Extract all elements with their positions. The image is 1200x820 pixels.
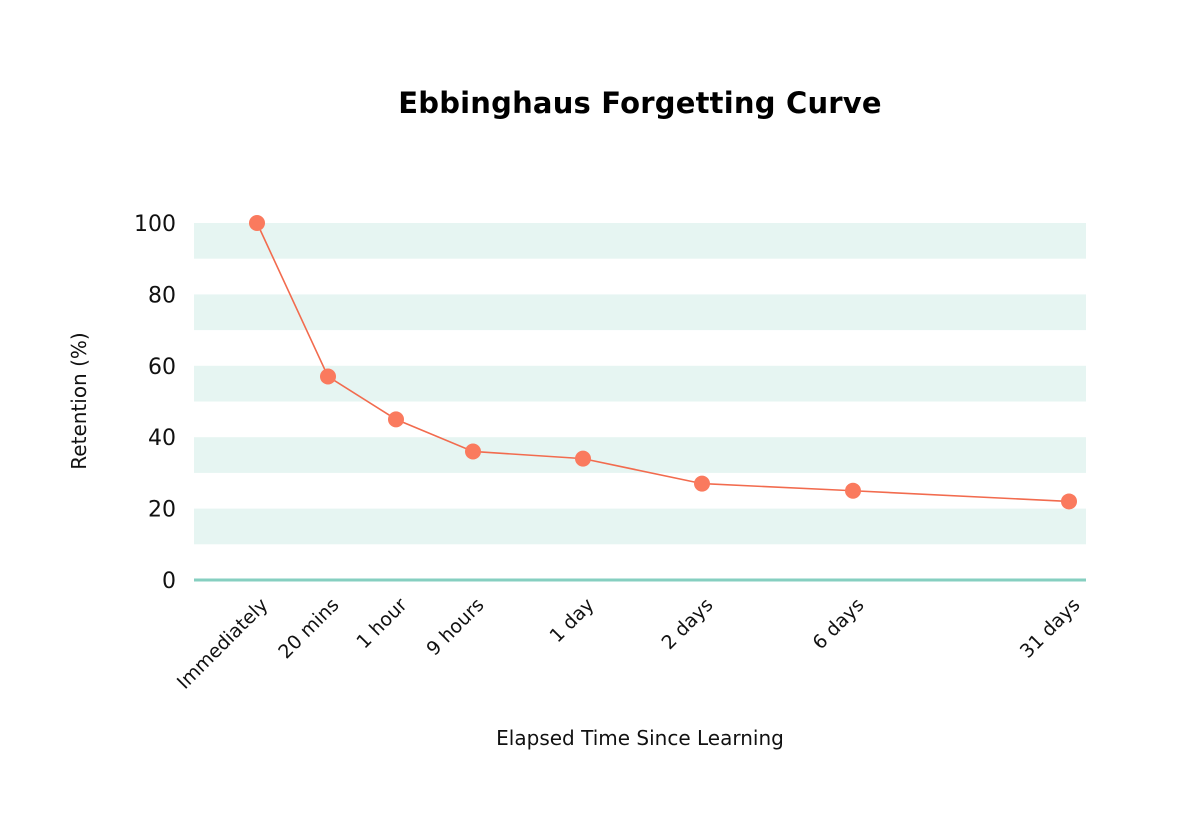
x-tick-label: 20 mins bbox=[274, 594, 343, 663]
y-tick-label: 0 bbox=[162, 569, 176, 594]
data-markers bbox=[249, 215, 1077, 510]
y-tick-label: 20 bbox=[148, 498, 176, 523]
data-point-marker bbox=[388, 411, 404, 428]
x-tick-label: Immediately bbox=[173, 594, 273, 694]
x-tick-label: 1 day bbox=[545, 594, 598, 647]
y-axis-label: Retention (%) bbox=[67, 332, 91, 469]
data-point-marker bbox=[249, 215, 265, 231]
y-tick-label: 40 bbox=[148, 426, 176, 451]
grid-band bbox=[194, 365, 1086, 402]
x-axis-ticks: Immediately 20 mins 1 hour 9 hours 1 day 2 da… bbox=[173, 594, 1085, 694]
grid-band bbox=[194, 294, 1086, 331]
x-axis-label: Elapsed Time Since Learning bbox=[496, 726, 784, 750]
grid-band bbox=[194, 508, 1086, 545]
data-point-marker bbox=[320, 368, 336, 385]
y-axis-ticks: 0 20 40 60 80 100 bbox=[134, 212, 176, 594]
data-point-marker bbox=[694, 475, 710, 492]
y-tick-label: 80 bbox=[148, 283, 176, 308]
x-tick-label: 6 days bbox=[808, 594, 868, 654]
data-point-marker bbox=[575, 450, 591, 467]
x-tick-label: 1 hour bbox=[352, 594, 411, 653]
x-tick-label: 9 hours bbox=[422, 594, 488, 660]
data-point-marker bbox=[845, 482, 861, 499]
data-point-marker bbox=[465, 443, 481, 460]
x-tick-label: 31 days bbox=[1016, 594, 1085, 663]
y-tick-label: 100 bbox=[134, 212, 176, 237]
y-tick-label: 60 bbox=[148, 355, 176, 380]
chart-title: Ebbinghaus Forgetting Curve bbox=[398, 86, 882, 120]
data-point-marker bbox=[1061, 493, 1077, 510]
retention-line bbox=[256, 222, 1070, 503]
grid-bands bbox=[194, 223, 1086, 545]
x-tick-label: 2 days bbox=[657, 594, 717, 654]
grid-band bbox=[194, 223, 1086, 259]
grid-band bbox=[194, 437, 1086, 473]
